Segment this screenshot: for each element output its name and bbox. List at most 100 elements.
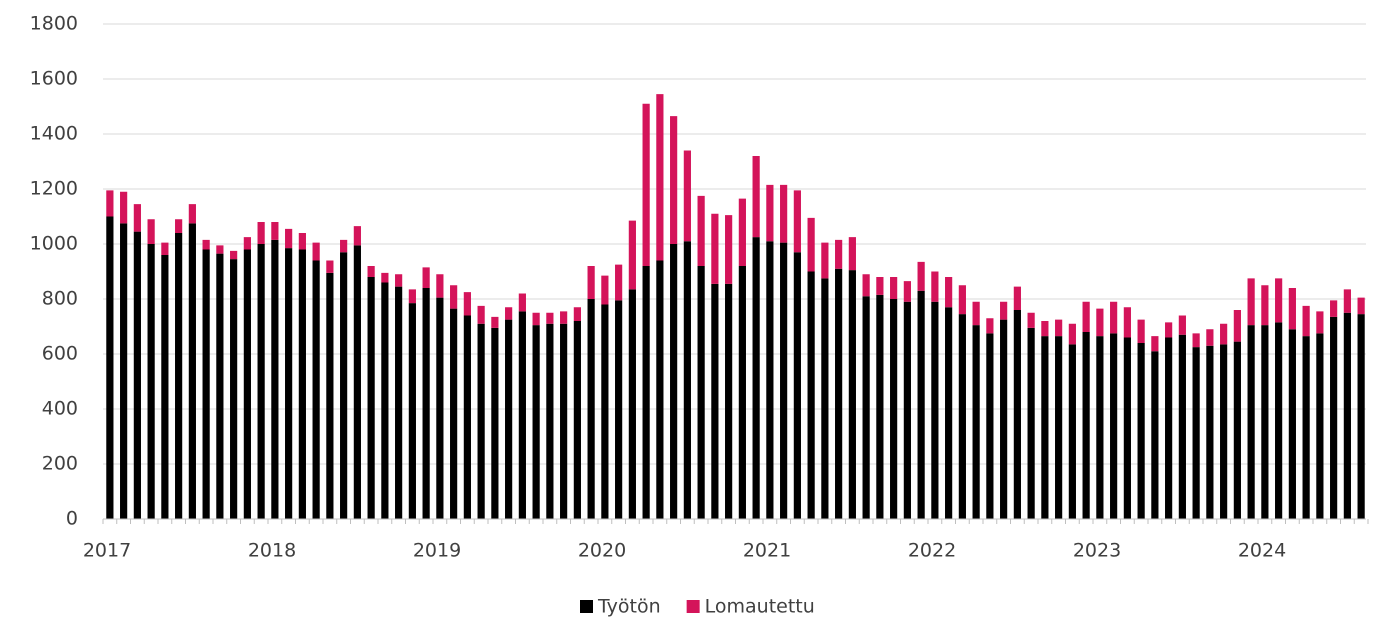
bar-segment (285, 248, 293, 519)
x-tick-label: 2022 (908, 540, 956, 562)
bar-segment (683, 241, 691, 519)
bar-segment (1041, 336, 1049, 519)
bar-segment (106, 190, 114, 217)
bar-segment (917, 261, 925, 291)
bar-segment (230, 250, 238, 260)
bar-segment (628, 220, 636, 290)
x-tick-label: 2017 (83, 540, 131, 562)
bar-segment (491, 316, 499, 328)
bar-segment (1247, 325, 1255, 519)
bar-segment (285, 228, 293, 249)
bar-segment (1151, 336, 1159, 352)
bar-segment (505, 307, 513, 320)
bar-segment (1165, 337, 1173, 519)
bar-segment (642, 266, 650, 519)
x-tick-label: 2024 (1238, 540, 1286, 562)
bar-segment (1357, 314, 1365, 519)
x-tick-label: 2020 (578, 540, 626, 562)
bar-segment (711, 213, 719, 284)
bar-segment (945, 307, 953, 519)
y-tick-label: 200 (42, 453, 78, 475)
bar-segment (450, 308, 458, 519)
bar-segment (450, 285, 458, 309)
bar-segment (326, 272, 334, 519)
bar-segment (1206, 345, 1214, 519)
x-tick-label: 2021 (743, 540, 791, 562)
bar-segment (463, 315, 471, 519)
bar-segment (298, 233, 306, 250)
x-tick-label: 2019 (413, 540, 461, 562)
y-tick-label: 600 (42, 343, 78, 365)
bar-segment (1330, 316, 1338, 519)
bar-segment (202, 249, 210, 519)
bar-segment (257, 244, 265, 519)
y-tick-label: 400 (42, 398, 78, 420)
bar-segment (670, 244, 678, 519)
bar-segment (271, 222, 279, 240)
bar-segment (491, 327, 499, 519)
bar-segment (1068, 323, 1076, 345)
bar-segment (518, 293, 526, 312)
bar-segment (821, 242, 829, 279)
bar-segment (1151, 351, 1159, 519)
bar-segment (312, 242, 320, 261)
bar-segment (986, 333, 994, 519)
bar-segment (1027, 327, 1035, 519)
legend-label: Lomautettu (705, 596, 815, 618)
bar-segment (477, 323, 485, 519)
bar-segment (1330, 300, 1338, 317)
bar-segment (161, 255, 169, 519)
bar-segment (738, 266, 746, 519)
bar-segment (381, 282, 389, 519)
bar-segment (353, 245, 361, 519)
bar-segment (1110, 301, 1118, 334)
bar-segment (628, 289, 636, 519)
y-tick-label: 1600 (30, 68, 78, 90)
bar-segment (725, 215, 733, 284)
bar-segment (835, 239, 843, 269)
bar-segment (615, 300, 623, 519)
bar-segment (1275, 278, 1283, 323)
bar-segment (216, 245, 224, 254)
bar-segment (711, 283, 719, 519)
bar-segment (422, 288, 430, 519)
bar-segment (1123, 307, 1131, 338)
bar-segment (326, 260, 334, 273)
bar-segment (175, 219, 183, 233)
y-tick-label: 1200 (30, 178, 78, 200)
bar-segment (1206, 329, 1214, 346)
bar-segment (752, 156, 760, 238)
bar-segment (642, 103, 650, 266)
bar-segment (546, 323, 554, 519)
bar-segment (945, 277, 953, 308)
bar-segment (1110, 333, 1118, 519)
bar-segment (1055, 319, 1063, 337)
legend-swatch (686, 600, 700, 613)
bar-segment (560, 323, 568, 519)
bar-segment (202, 239, 210, 250)
bar-segment (656, 94, 664, 261)
bar-segment (848, 270, 856, 519)
bar-segment (1316, 311, 1324, 334)
bar-segment (1096, 336, 1104, 519)
bar-segment (1357, 297, 1365, 315)
bar-segment (532, 312, 540, 326)
bar-segment (697, 195, 705, 266)
bar-segment (1288, 329, 1296, 519)
bar-segment (120, 191, 128, 224)
bar-segment (1233, 341, 1241, 519)
bar-segment (271, 239, 279, 519)
bar-segment (1261, 325, 1269, 519)
bar-segment (1013, 310, 1021, 519)
bar-segment (1165, 322, 1173, 338)
bar-segment (587, 266, 595, 299)
bar-segment (1027, 312, 1035, 328)
bar-segment (505, 319, 513, 519)
bar-segment (766, 184, 774, 242)
bar-segment (1096, 308, 1104, 337)
bar-segment (1137, 319, 1145, 343)
bar-segment (1000, 301, 1008, 320)
bar-segment (147, 244, 155, 519)
bar-segment (298, 249, 306, 519)
bar-segment (1041, 321, 1049, 337)
